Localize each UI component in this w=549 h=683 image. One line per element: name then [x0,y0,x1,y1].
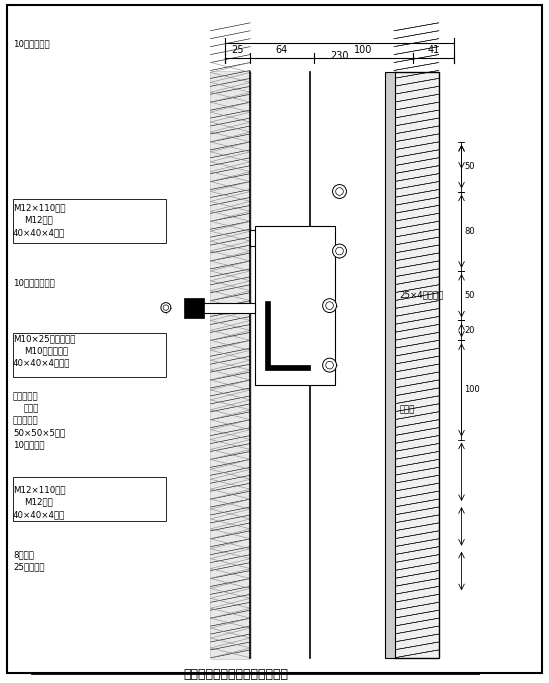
Bar [270,365,310,370]
Bar [385,72,395,658]
Text: M12螺母: M12螺母 [24,498,53,507]
Text: 230: 230 [330,51,349,61]
Circle shape [326,361,333,369]
Text: 50: 50 [464,291,475,301]
Text: M12螺母: M12螺母 [24,216,53,225]
Text: 20: 20 [464,326,475,335]
Text: 不锈钢挂件: 不锈钢挂件 [13,392,38,401]
Text: 10号槽钢立柱: 10号槽钢立柱 [13,40,49,48]
Bar [13,199,166,242]
Circle shape [323,358,337,372]
Circle shape [163,305,169,310]
Text: 10厚钢垫板: 10厚钢垫板 [13,441,44,449]
Text: 100: 100 [354,44,372,55]
Circle shape [326,302,333,309]
Text: 干挂石材竖向防雷主节点大样图: 干挂石材竖向防雷主节点大样图 [184,668,289,681]
Bar [394,72,439,658]
Circle shape [323,298,337,313]
Text: 泡沫胶填充: 泡沫胶填充 [13,417,38,426]
Text: 64: 64 [276,44,288,55]
Bar [200,303,255,313]
Text: 10号槽钢连接件: 10号槽钢连接件 [13,278,55,287]
Bar [250,230,310,246]
Circle shape [333,184,346,199]
Bar [13,477,166,521]
Text: 40×40×4方垫片: 40×40×4方垫片 [13,359,70,367]
Text: 橡皮条: 橡皮条 [400,406,415,415]
Bar [255,226,334,385]
Bar [13,333,166,377]
Text: 25×4防雷铁片: 25×4防雷铁片 [400,290,444,299]
Circle shape [335,247,343,255]
Text: 50×50×5角钢: 50×50×5角钢 [13,428,65,438]
Bar [184,298,204,318]
Circle shape [161,303,171,313]
Text: M12×110螺栓: M12×110螺栓 [13,486,65,494]
Text: 40×40×4垫片: 40×40×4垫片 [13,510,65,519]
Text: 41: 41 [427,44,439,55]
Bar [265,301,270,370]
Text: 8厚钢板: 8厚钢板 [13,550,34,559]
Text: 40×40×4垫片: 40×40×4垫片 [13,228,65,237]
Text: M12×110螺栓: M12×110螺栓 [13,204,65,212]
Circle shape [335,188,343,195]
Text: 25: 25 [232,44,244,55]
Text: M10不锈钢螺母: M10不锈钢螺母 [24,346,68,356]
Text: 100: 100 [464,385,480,395]
Text: M10×25不锈钢螺栓: M10×25不锈钢螺栓 [13,335,75,344]
Text: 耐候胶: 耐候胶 [24,404,40,413]
Text: 80: 80 [464,227,475,236]
Bar [210,72,250,658]
Text: 50: 50 [464,162,475,171]
Circle shape [333,244,346,258]
Text: 25厚黑晶石: 25厚黑晶石 [13,563,44,572]
